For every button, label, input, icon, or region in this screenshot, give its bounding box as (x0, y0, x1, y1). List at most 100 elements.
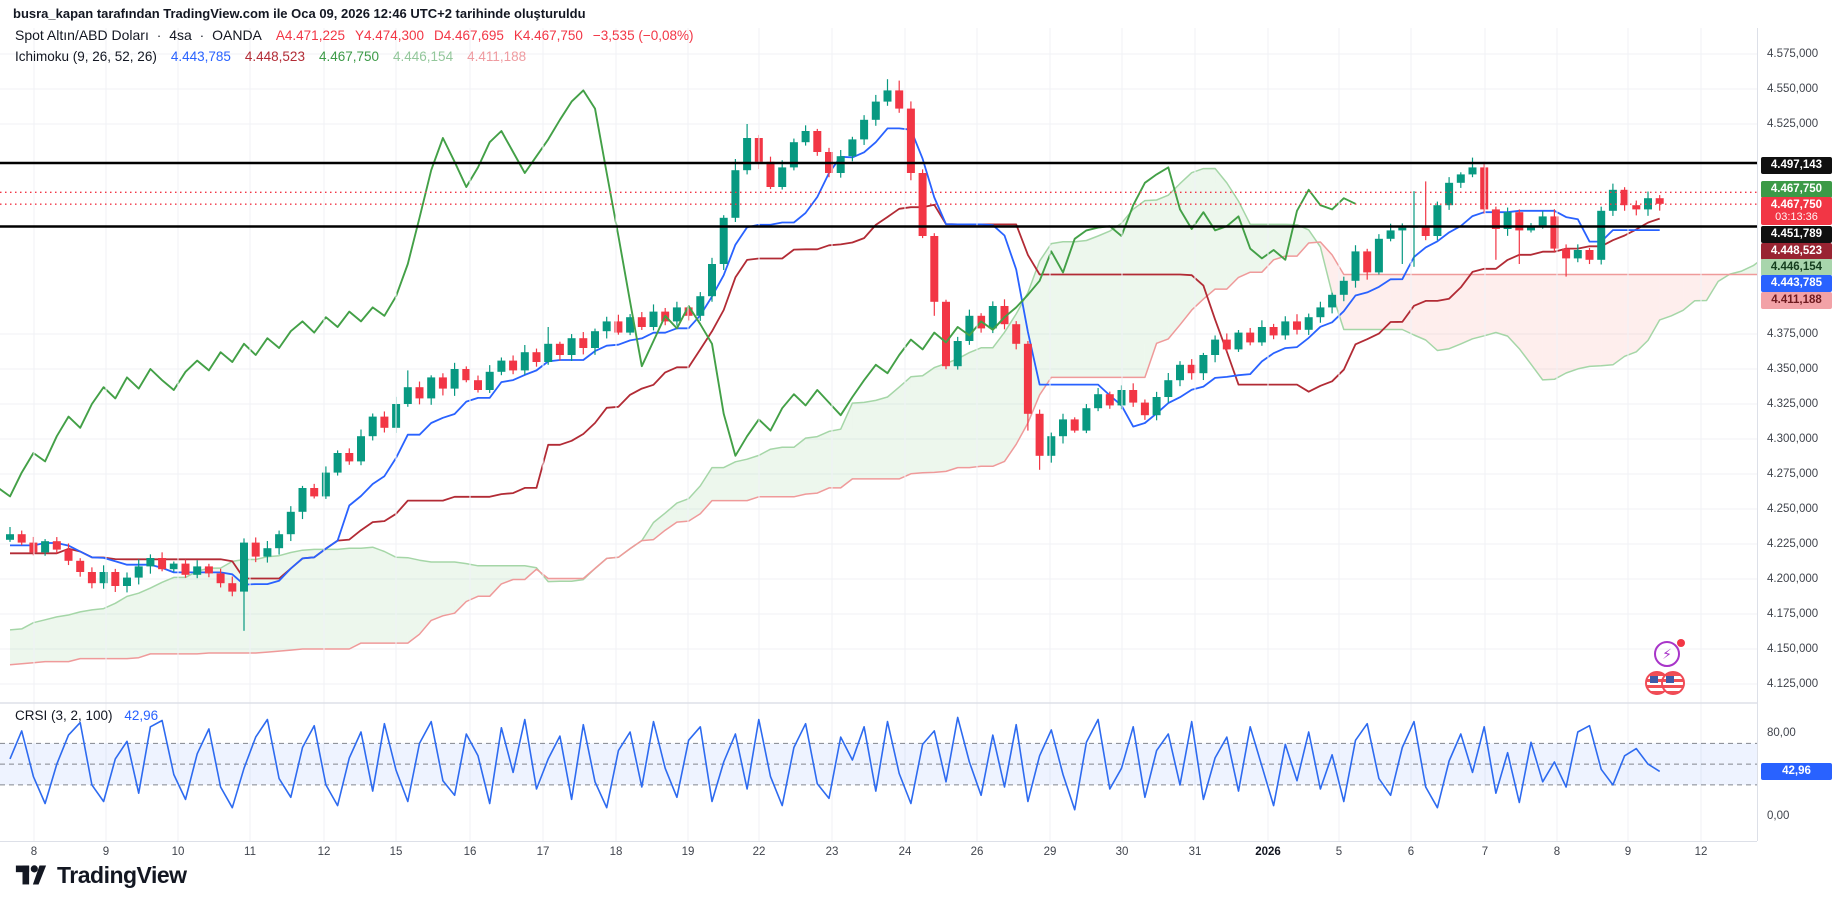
price-axis[interactable]: 4.575,000 4.550,000 4.525,000 4.375,000 4.35… (1757, 28, 1835, 841)
candle-body (649, 311, 658, 328)
ichimoku-cloud (150, 582, 163, 654)
symbol-row[interactable]: Spot Altın/ABD Doları · 4sa · OANDA A4.4… (15, 27, 693, 49)
ichimoku-cloud (1004, 313, 1017, 462)
time-axis-label[interactable]: 8 (30, 846, 38, 858)
price-badge: 4.451,789 (1761, 226, 1832, 243)
candle-body (251, 542, 260, 557)
ichimoku-cloud (1507, 274, 1520, 349)
time-axis-label[interactable]: 23 (825, 846, 839, 858)
senkou-span-a-line (9, 167, 1757, 631)
time-axis-label[interactable]: 7 (1481, 846, 1489, 858)
time-axis-label[interactable]: 24 (898, 846, 912, 858)
candle-body (696, 296, 705, 316)
candle-body (1047, 436, 1056, 456)
ohlc-value-D: D4.467,695 (434, 28, 504, 43)
ichimoku-values: 4.443,785 4.448,523 4.467,750 4.446,154 4.41… (171, 49, 526, 64)
candle-body (626, 317, 635, 333)
candle-body (789, 142, 798, 168)
ichimoku-cloud (1636, 274, 1648, 352)
candle-body (17, 534, 26, 543)
ichimoku-cloud (407, 557, 420, 644)
time-axis-label[interactable]: 16 (463, 846, 477, 858)
candle-body (1304, 317, 1313, 330)
candle-body (1234, 332, 1243, 350)
time-axis-label[interactable]: 8 (1553, 846, 1561, 858)
ichimoku-row[interactable]: Ichimoku (9, 26, 52, 26) 4.443,785 4.448,… (15, 49, 693, 71)
ichimoku-cloud (875, 397, 888, 479)
price-axis-label: 4.200,000 (1767, 573, 1819, 585)
candle-body (1562, 248, 1571, 259)
ichimoku-cloud (1542, 274, 1555, 380)
crsi-legend[interactable]: CRSI (3, 2, 100) 42,96 (15, 708, 158, 723)
ichimoku-cloud (1332, 254, 1344, 330)
ichimoku-cloud (1074, 240, 1087, 378)
time-axis-label[interactable]: 26 (970, 846, 984, 858)
ichimoku-cloud (1601, 274, 1613, 366)
candle-body (333, 453, 342, 473)
ichimoku-cloud (1437, 274, 1450, 351)
candle-body (1655, 198, 1664, 204)
price-badge: 4.411,188 (1761, 292, 1832, 309)
time-axis-label[interactable]: 29 (1043, 846, 1057, 858)
candle-body (1421, 226, 1430, 237)
time-axis-label[interactable]: 9 (1624, 846, 1632, 858)
candle-body (1328, 294, 1337, 308)
ichimoku-cloud (337, 548, 350, 650)
candle-body (1608, 189, 1617, 211)
candle-body (310, 488, 319, 497)
candle-body (29, 542, 38, 553)
candle-body (1503, 212, 1512, 230)
ichimoku-cloud (1144, 199, 1157, 378)
time-axis-label[interactable]: 12 (317, 846, 331, 858)
candle-body (485, 371, 494, 391)
time-axis-label[interactable]: 17 (536, 846, 550, 858)
ichimoku-cloud (396, 557, 408, 644)
candle-body (614, 321, 623, 333)
ichimoku-cloud (185, 571, 198, 654)
price-axis-label: 4.575,000 (1767, 48, 1819, 60)
candle-body (532, 352, 541, 363)
time-axis-label[interactable]: 22 (752, 846, 766, 858)
candle-body (450, 369, 459, 389)
ichimoku-cloud (1133, 200, 1145, 378)
candle-body (918, 173, 927, 237)
time-axis-label[interactable]: 18 (609, 846, 623, 858)
ichimoku-value-0: 4.443,785 (170, 49, 231, 64)
price-badge: 4.446,154 (1761, 259, 1832, 276)
time-axis[interactable]: 8 9 10 11 12 15 16 17 18 19 22 23 24 26 29 30 31 2026 5 6 7 8… (0, 841, 1757, 868)
time-axis-label[interactable]: 15 (389, 846, 403, 858)
time-axis-label[interactable]: 9 (102, 846, 110, 858)
candle-body (1176, 364, 1184, 381)
ohlc-value-Y: Y4.474,300 (354, 28, 425, 43)
time-axis-label[interactable]: 11 (244, 846, 256, 858)
ichimoku-cloud (700, 467, 712, 514)
time-axis-label[interactable]: 12 (1694, 846, 1708, 858)
time-axis-year-label[interactable]: 2026 (1255, 846, 1281, 858)
lightning-spark-icon[interactable]: ⚡ (1654, 641, 1680, 667)
notification-dot-icon (1677, 639, 1685, 647)
candle-body (684, 307, 693, 316)
ichimoku-title[interactable]: Ichimoku (9, 26, 52, 26) (15, 49, 157, 64)
crsi-title[interactable]: CRSI (3, 2, 100) (15, 708, 113, 723)
ichimoku-cloud (1566, 274, 1578, 373)
candle-body (146, 558, 155, 567)
time-axis-label[interactable]: 19 (681, 846, 695, 858)
candle-body (275, 534, 284, 549)
ichimoku-cloud (115, 596, 127, 659)
ichimoku-cloud (325, 549, 338, 650)
separator: · (199, 28, 205, 43)
time-axis-label[interactable]: 30 (1115, 846, 1129, 858)
tradingview-logo[interactable]: TradingView (14, 858, 187, 892)
time-axis-label[interactable]: 10 (171, 846, 185, 858)
interval-label[interactable]: 4sa (169, 27, 192, 43)
ichimoku-cloud (208, 568, 221, 653)
time-axis-label[interactable]: 6 (1407, 846, 1415, 858)
candle-body (263, 548, 272, 557)
symbol-title[interactable]: Spot Altın/ABD Doları (15, 27, 149, 43)
candle-body (883, 90, 892, 102)
candle-body (988, 306, 997, 329)
candle-body (1246, 332, 1255, 343)
time-axis-label[interactable]: 5 (1335, 846, 1343, 858)
time-axis-label[interactable]: 31 (1188, 846, 1202, 858)
